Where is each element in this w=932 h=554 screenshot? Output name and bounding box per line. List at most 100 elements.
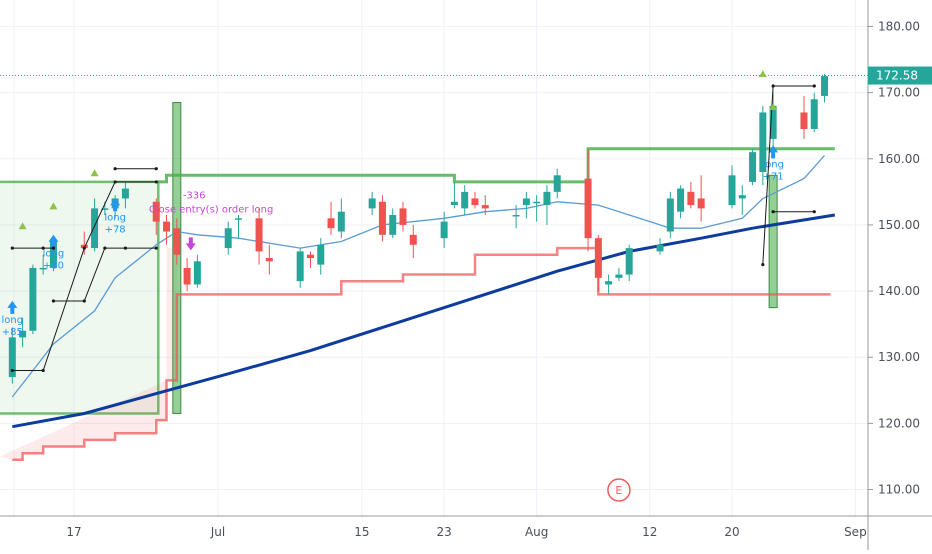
long-arrow-icon xyxy=(768,145,779,159)
candles xyxy=(8,74,829,384)
candle-body xyxy=(553,175,561,192)
long-arrow-icon xyxy=(110,198,121,212)
candle-body xyxy=(656,244,664,252)
y-tick-label: 130.00 xyxy=(878,350,920,364)
long-arrow-icon xyxy=(7,300,18,314)
candle-body xyxy=(183,267,191,285)
candle-body xyxy=(821,76,829,96)
candle-body xyxy=(605,281,613,285)
candle-body xyxy=(677,188,685,212)
candle-body xyxy=(800,112,808,129)
candle-body xyxy=(19,330,27,338)
trade-path-dot xyxy=(82,246,86,250)
long-pnl-label: +80 xyxy=(43,261,64,272)
entry-zone-fill xyxy=(0,181,159,414)
trade-path-dot xyxy=(10,368,14,373)
candle-body xyxy=(91,208,99,249)
x-tick-label: Aug xyxy=(525,525,548,539)
candle-body xyxy=(522,198,530,206)
exit-arrow-icon xyxy=(185,237,196,251)
candle-body xyxy=(389,215,397,235)
candle-body xyxy=(163,221,171,232)
x-tick-label: 23 xyxy=(436,525,451,539)
candle-body xyxy=(769,105,777,139)
trade-path-dot xyxy=(103,246,107,250)
trade-path-dot xyxy=(812,210,816,214)
trade-path-dot xyxy=(82,299,86,303)
y-tick-label: 150.00 xyxy=(878,218,920,232)
last-price-badge xyxy=(868,66,932,85)
grid xyxy=(0,0,868,516)
candle-body xyxy=(687,191,695,206)
long-pnl-label: +78 xyxy=(105,224,126,235)
trade-path-dot xyxy=(154,246,158,250)
x-tick-label: 17 xyxy=(66,525,81,539)
trade-path-dot xyxy=(154,180,158,184)
ma-slow-line xyxy=(12,213,836,429)
trade-path-dot xyxy=(771,210,775,214)
exit-marker-bar xyxy=(768,174,778,309)
long-entry-label: long xyxy=(2,315,24,326)
candle-body xyxy=(409,234,417,245)
long-pnl-label: +71 xyxy=(763,171,784,182)
trade-path-dot xyxy=(761,263,765,267)
candle-body xyxy=(450,201,458,206)
trade-path-dot xyxy=(812,84,816,88)
long-entry-label: long xyxy=(104,212,126,223)
trade-path-dot xyxy=(10,246,14,250)
trade-path-dot xyxy=(51,246,56,250)
candle-body xyxy=(533,201,541,204)
candle-body xyxy=(615,274,623,278)
candle-body xyxy=(152,201,160,222)
candle-body xyxy=(8,337,16,378)
candle-body xyxy=(29,267,37,331)
candle-body xyxy=(224,228,232,249)
candle-body xyxy=(584,178,592,239)
candle-body xyxy=(440,221,448,239)
x-tick-label: 20 xyxy=(724,525,739,539)
signal-triangle-icon xyxy=(18,222,27,230)
candle-body xyxy=(121,188,129,199)
candle-body xyxy=(543,191,551,206)
candle-body xyxy=(512,215,520,217)
signal-triangle-icon xyxy=(90,169,99,177)
x-tick-label: Sep xyxy=(844,525,867,539)
y-tick-label: 110.00 xyxy=(878,483,920,497)
candle-body xyxy=(378,201,386,235)
trade-path-dot xyxy=(123,246,128,250)
x-tick-label: 12 xyxy=(642,525,657,539)
long-arrow-icon xyxy=(48,234,59,248)
candle-body xyxy=(327,218,335,229)
trade-path-dot xyxy=(771,84,775,88)
candle-body xyxy=(666,198,674,232)
y-tick-label: 120.00 xyxy=(878,416,920,430)
long-entry-label: long xyxy=(762,159,784,170)
trade-path-dot xyxy=(113,167,117,171)
candle-body xyxy=(49,241,57,268)
candle-body xyxy=(697,198,705,209)
candle-body xyxy=(738,195,746,199)
trade-path-dot xyxy=(51,299,56,303)
candle-body xyxy=(235,218,242,220)
candle-body xyxy=(39,267,47,270)
candle-body xyxy=(255,218,263,252)
candle-body xyxy=(317,244,325,265)
candle-body xyxy=(337,211,345,232)
candle-body xyxy=(749,152,757,182)
y-tick-label: 180.00 xyxy=(878,19,920,33)
last-price-label: 172.58 xyxy=(876,69,918,83)
candle-body xyxy=(625,248,633,275)
long-pnl-label: +85 xyxy=(2,327,23,338)
candle-body xyxy=(193,261,201,285)
candle-body xyxy=(471,198,479,206)
signal-triangle-icon xyxy=(758,70,767,78)
candle-body xyxy=(759,112,767,172)
trade-path-dot xyxy=(154,167,158,171)
channel-upper-line xyxy=(156,147,835,184)
candle-body xyxy=(296,251,304,282)
x-tick-label: 15 xyxy=(354,525,369,539)
y-tick-label: 140.00 xyxy=(878,284,920,298)
exit-order-label: Close entry(s) order long xyxy=(149,204,273,215)
